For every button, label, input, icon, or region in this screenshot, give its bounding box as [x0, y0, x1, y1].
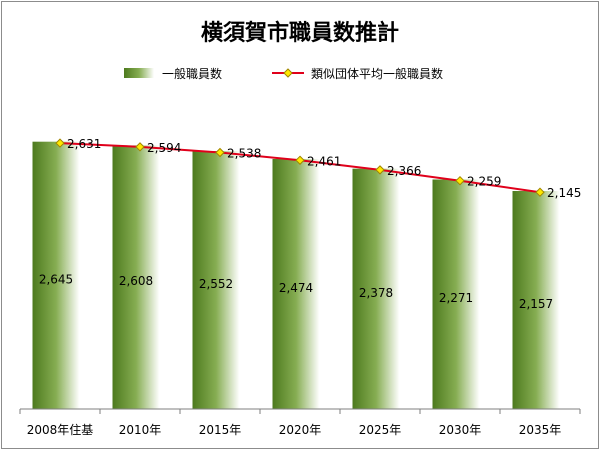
bar-value-label: 2,474 — [279, 281, 313, 295]
x-tick-label: 2008年住基 — [27, 423, 94, 437]
line-value-label: 2,594 — [147, 141, 181, 155]
bar-value-label: 2,552 — [199, 277, 233, 291]
x-axis-labels: 2008年住基 2010年 2015年 2020年 2025年 2030年 2035年 — [27, 423, 562, 437]
legend-bar-swatch — [124, 68, 154, 78]
line-value-label: 2,145 — [547, 186, 581, 200]
bar — [352, 168, 400, 409]
bar — [512, 191, 560, 409]
bar — [192, 151, 240, 409]
line-value-label: 2,538 — [227, 147, 261, 161]
bar — [272, 158, 320, 409]
bar-value-label: 2,608 — [119, 274, 153, 288]
x-tick-label: 2030年 — [439, 423, 482, 437]
line-marker — [375, 165, 385, 175]
bar-value-label: 2,645 — [39, 272, 73, 286]
x-tick-label: 2010年 — [119, 423, 162, 437]
line-value-label: 2,259 — [467, 175, 501, 189]
line-marker — [535, 187, 545, 197]
line-marker — [55, 138, 65, 148]
x-tick-label: 2020年 — [279, 423, 322, 437]
legend: 一般職員数 類似団体平均一般職員数 — [124, 66, 443, 81]
x-tick-label: 2035年 — [519, 423, 562, 437]
line-marker — [215, 147, 225, 158]
bar-value-label: 2,271 — [439, 291, 473, 305]
legend-line-label: 類似団体平均一般職員数 — [311, 66, 443, 81]
line-marker — [135, 142, 145, 152]
legend-bar-label: 一般職員数 — [162, 66, 222, 81]
x-tick-label: 2015年 — [199, 423, 242, 437]
bars-group — [32, 141, 560, 410]
line-value-label: 2,366 — [387, 164, 421, 178]
line-value-label: 2,461 — [307, 154, 341, 168]
bar — [432, 179, 480, 409]
legend-line-marker — [283, 68, 293, 78]
chart-title: 横須賀市職員数推計 — [201, 20, 399, 46]
line-marker — [295, 155, 305, 165]
line-marker — [455, 175, 465, 186]
bar — [112, 145, 160, 409]
line-labels-group: 2,631 2,594 2,538 2,461 2,366 2,259 2,145 — [67, 137, 581, 200]
x-axis-ticks — [19, 409, 581, 414]
bar — [32, 141, 80, 410]
x-tick-label: 2025年 — [359, 423, 402, 437]
bar-value-label: 2,378 — [359, 286, 393, 300]
line-value-label: 2,631 — [67, 137, 101, 151]
bar-labels-group: 2,645 2,608 2,552 2,474 2,378 2,271 2,157 — [39, 272, 553, 311]
line-markers — [55, 138, 545, 197]
bar-value-label: 2,157 — [519, 297, 553, 311]
